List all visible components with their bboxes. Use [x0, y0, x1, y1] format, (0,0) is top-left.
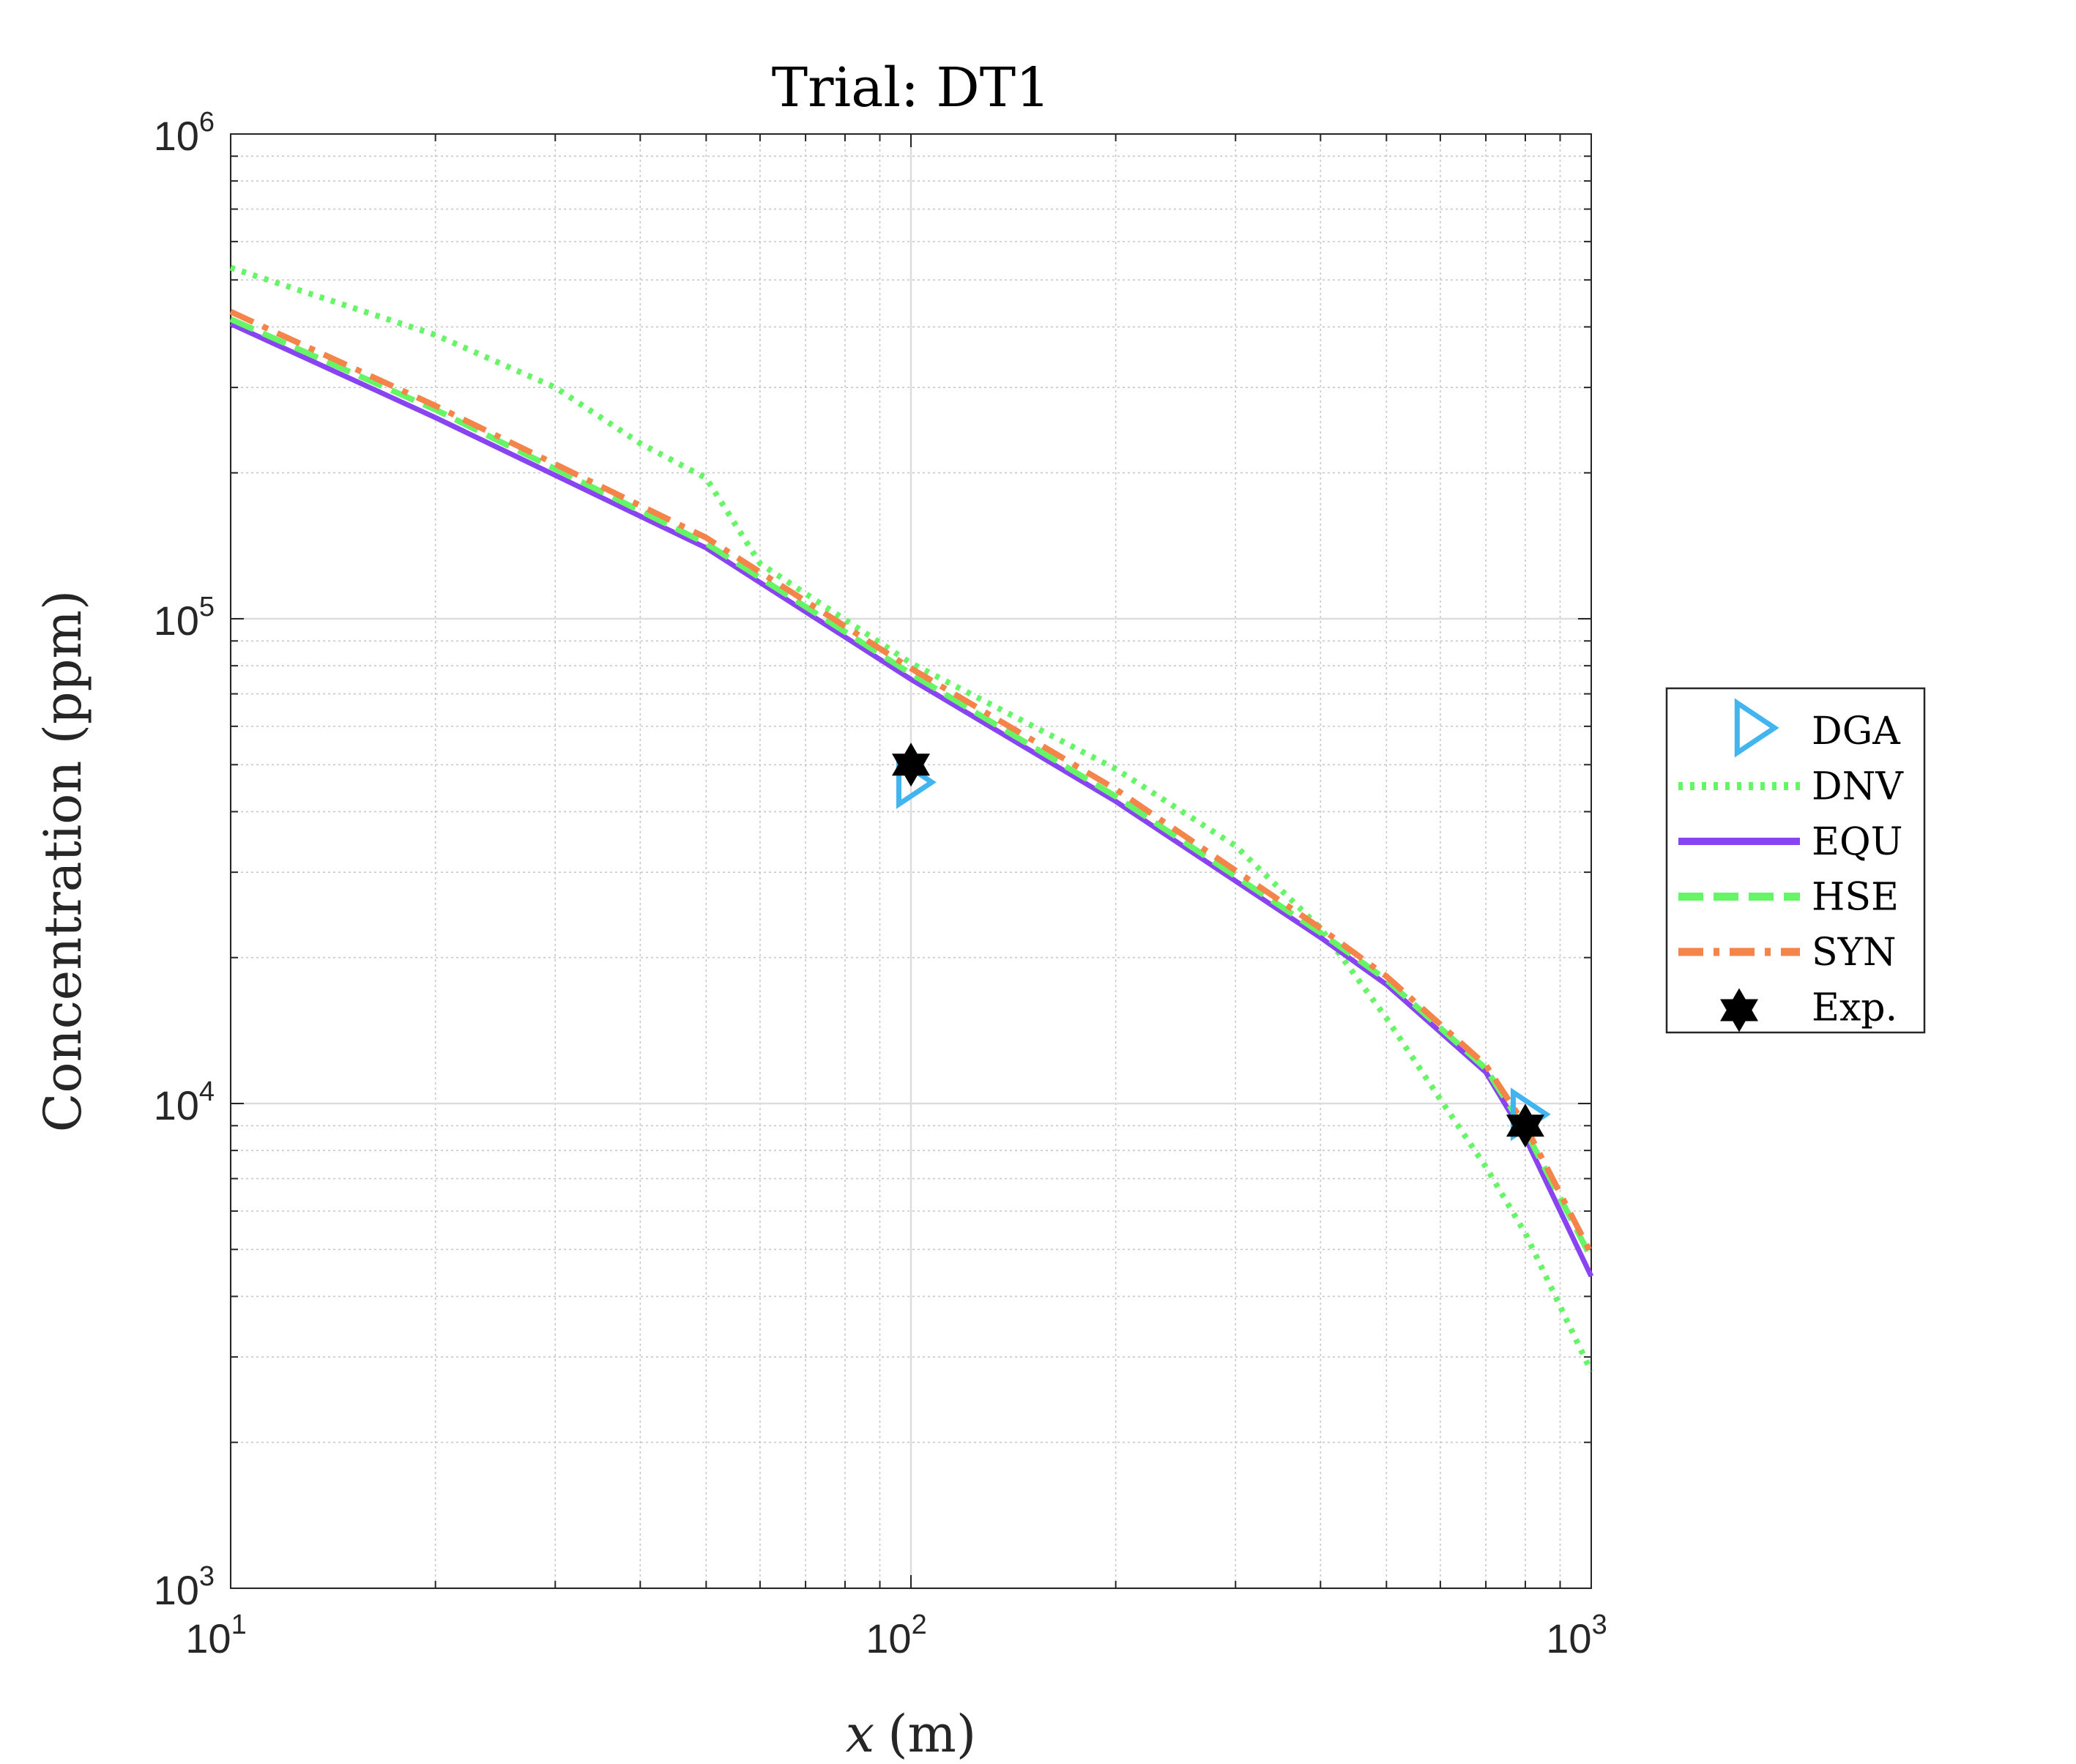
x-tick-exponent: 1: [231, 1609, 247, 1640]
legend-item-equ: EQU: [1678, 820, 1902, 864]
equ-line: [229, 321, 1594, 1278]
series-equ: [229, 321, 1594, 1278]
legend-item-hse: HSE: [1678, 876, 1899, 920]
legend-label: EQU: [1812, 820, 1902, 864]
y-tick-exponent: 3: [199, 1561, 215, 1592]
legend-label: SYN: [1812, 931, 1896, 975]
y-tick-base: 10: [154, 1082, 199, 1128]
legend-item-exp: Exp.: [1720, 986, 1897, 1032]
series-hse: [229, 316, 1594, 1259]
x-axis-var: x: [846, 1704, 874, 1764]
y-tick-base: 10: [154, 113, 199, 159]
y-axis-label: Concentration (ppm): [33, 590, 93, 1132]
exp-marker: [892, 753, 930, 787]
legend-triangle-icon: [1734, 698, 1779, 758]
legend-item-dga: DGA: [1734, 698, 1901, 758]
dnv-line: [229, 264, 1594, 1373]
y-tick-base: 10: [154, 598, 199, 644]
x-tick-label: 102: [866, 1609, 926, 1661]
y-tick-label: 103: [154, 1561, 215, 1613]
series-exp: [892, 743, 1544, 1148]
x-axis-label: x (m): [846, 1704, 976, 1764]
legend-item-dnv: DNV: [1678, 765, 1904, 809]
y-tick-exponent: 5: [199, 592, 215, 622]
x-tick-label: 101: [185, 1609, 246, 1661]
legend: DGA DNV EQU HSE SYN Exp.: [1665, 687, 1926, 1034]
exp-marker: [1506, 1114, 1544, 1148]
legend-label: Exp.: [1812, 986, 1897, 1030]
legend-label: HSE: [1812, 876, 1899, 920]
x-tick-base: 10: [185, 1615, 231, 1661]
legend-box: [1665, 687, 1926, 1034]
y-tick-exponent: 6: [199, 107, 215, 138]
x-tick-base: 10: [1546, 1615, 1591, 1661]
legend-hexagram-icon: [1720, 999, 1758, 1032]
syn-line: [229, 309, 1594, 1255]
legend-item-syn: SYN: [1678, 931, 1896, 975]
legend-label: DNV: [1812, 765, 1904, 809]
x-tick-base: 10: [866, 1615, 911, 1661]
legend-label: DGA: [1812, 710, 1901, 753]
grid: [229, 134, 1591, 1590]
y-tick-exponent: 4: [199, 1076, 215, 1107]
x-axis-unit: (m): [888, 1704, 976, 1764]
y-tick-label: 106: [154, 107, 215, 159]
x-tick-label: 103: [1546, 1609, 1607, 1661]
y-tick-label: 105: [154, 592, 215, 644]
x-tick-exponent: 3: [1592, 1609, 1607, 1640]
y-tick-base: 10: [154, 1567, 199, 1613]
series-dnv: [229, 264, 1594, 1373]
hse-line: [229, 316, 1594, 1259]
series-syn: [229, 309, 1594, 1255]
y-tick-label: 104: [154, 1076, 215, 1128]
series-group: [229, 264, 1594, 1373]
chart-title: Trial: DT1: [772, 56, 1050, 119]
x-tick-exponent: 2: [912, 1609, 927, 1640]
